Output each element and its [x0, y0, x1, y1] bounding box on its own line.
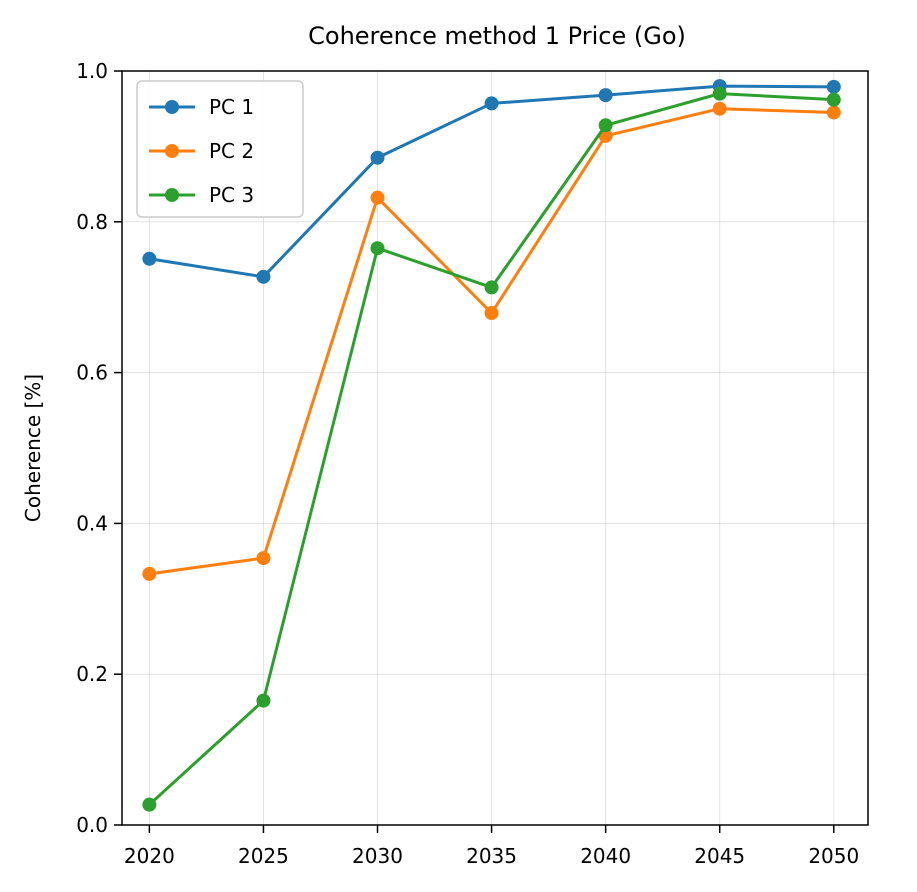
legend-label: PC 1 [209, 95, 254, 119]
data-point-pc1 [370, 150, 385, 165]
legend-box [136, 80, 304, 218]
data-point-pc2 [484, 306, 499, 321]
x-tick-label: 2045 [694, 844, 745, 868]
x-tick-label: 2030 [352, 844, 403, 868]
y-tick-label: 0.4 [76, 511, 108, 535]
data-point-pc3 [256, 693, 271, 708]
chart-title: Coherence method 1 Price (Go) [308, 22, 686, 50]
legend-label: PC 3 [209, 183, 254, 207]
legend-swatch-marker [165, 188, 179, 202]
data-point-pc1 [826, 79, 841, 94]
data-point-pc2 [256, 551, 271, 566]
data-point-pc2 [826, 105, 841, 120]
data-point-pc2 [712, 101, 727, 116]
legend-label: PC 2 [209, 139, 254, 163]
x-tick-label: 2020 [124, 844, 175, 868]
data-point-pc3 [598, 118, 613, 133]
x-tick-label: 2025 [238, 844, 289, 868]
plot-frame [121, 70, 869, 826]
data-point-pc1 [256, 269, 271, 284]
legend-swatch-marker [165, 144, 179, 158]
x-tick-label: 2040 [580, 844, 631, 868]
y-tick-label: 0.2 [76, 662, 108, 686]
data-point-pc2 [142, 566, 157, 581]
data-point-pc1 [142, 251, 157, 266]
y-tick-label: 1.0 [76, 59, 108, 83]
legend-swatch-marker [165, 100, 179, 114]
series-group [142, 79, 841, 812]
data-point-pc1 [598, 88, 613, 103]
axes: 2020 2025 2030 2035 2040 2045 2050 0.0 0.2 0.4 0.6… [76, 59, 859, 868]
data-point-pc3 [370, 241, 385, 256]
data-point-pc3 [484, 280, 499, 295]
y-tick-label: 0.6 [76, 361, 108, 385]
x-tick-label: 2035 [466, 844, 517, 868]
x-tick-label: 2050 [808, 844, 859, 868]
y-tick-label: 0.8 [76, 210, 108, 234]
data-point-pc3 [712, 86, 727, 101]
data-point-pc2 [370, 190, 385, 205]
y-tick-label: 0.0 [76, 813, 108, 837]
data-point-pc3 [826, 92, 841, 107]
y-axis-label: Coherence [%] [21, 374, 45, 522]
legend: PC 1 PC 2 PC 3 [136, 80, 304, 218]
data-point-pc3 [142, 797, 157, 812]
data-point-pc1 [484, 96, 499, 111]
